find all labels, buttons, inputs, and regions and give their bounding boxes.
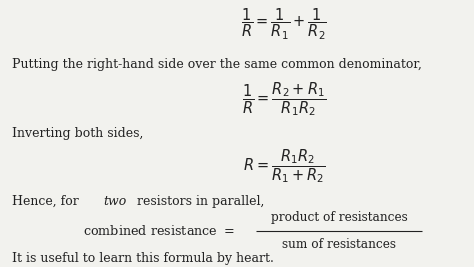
Text: product of resistances: product of resistances bbox=[271, 211, 407, 223]
Text: Hence, for: Hence, for bbox=[12, 195, 82, 208]
Text: Putting the right-hand side over the same common denominator,: Putting the right-hand side over the sam… bbox=[12, 58, 422, 70]
Text: $\dfrac{1}{R} = \dfrac{R_2 + R_1}{R_1 R_2}$: $\dfrac{1}{R} = \dfrac{R_2 + R_1}{R_1 R_… bbox=[242, 80, 327, 118]
Text: combined resistance $=$: combined resistance $=$ bbox=[83, 224, 235, 238]
Text: sum of resistances: sum of resistances bbox=[282, 238, 396, 251]
Text: $R = \dfrac{R_1 R_2}{R_1 + R_2}$: $R = \dfrac{R_1 R_2}{R_1 + R_2}$ bbox=[243, 147, 326, 184]
Text: resistors in parallel,: resistors in parallel, bbox=[133, 195, 264, 208]
Text: two: two bbox=[103, 195, 127, 208]
Text: Inverting both sides,: Inverting both sides, bbox=[12, 127, 143, 140]
Text: $\dfrac{1}{R} = \dfrac{1}{R_1} + \dfrac{1}{R_2}$: $\dfrac{1}{R} = \dfrac{1}{R_1} + \dfrac{… bbox=[241, 6, 328, 42]
Text: It is useful to learn this formula by heart.: It is useful to learn this formula by he… bbox=[12, 253, 273, 265]
